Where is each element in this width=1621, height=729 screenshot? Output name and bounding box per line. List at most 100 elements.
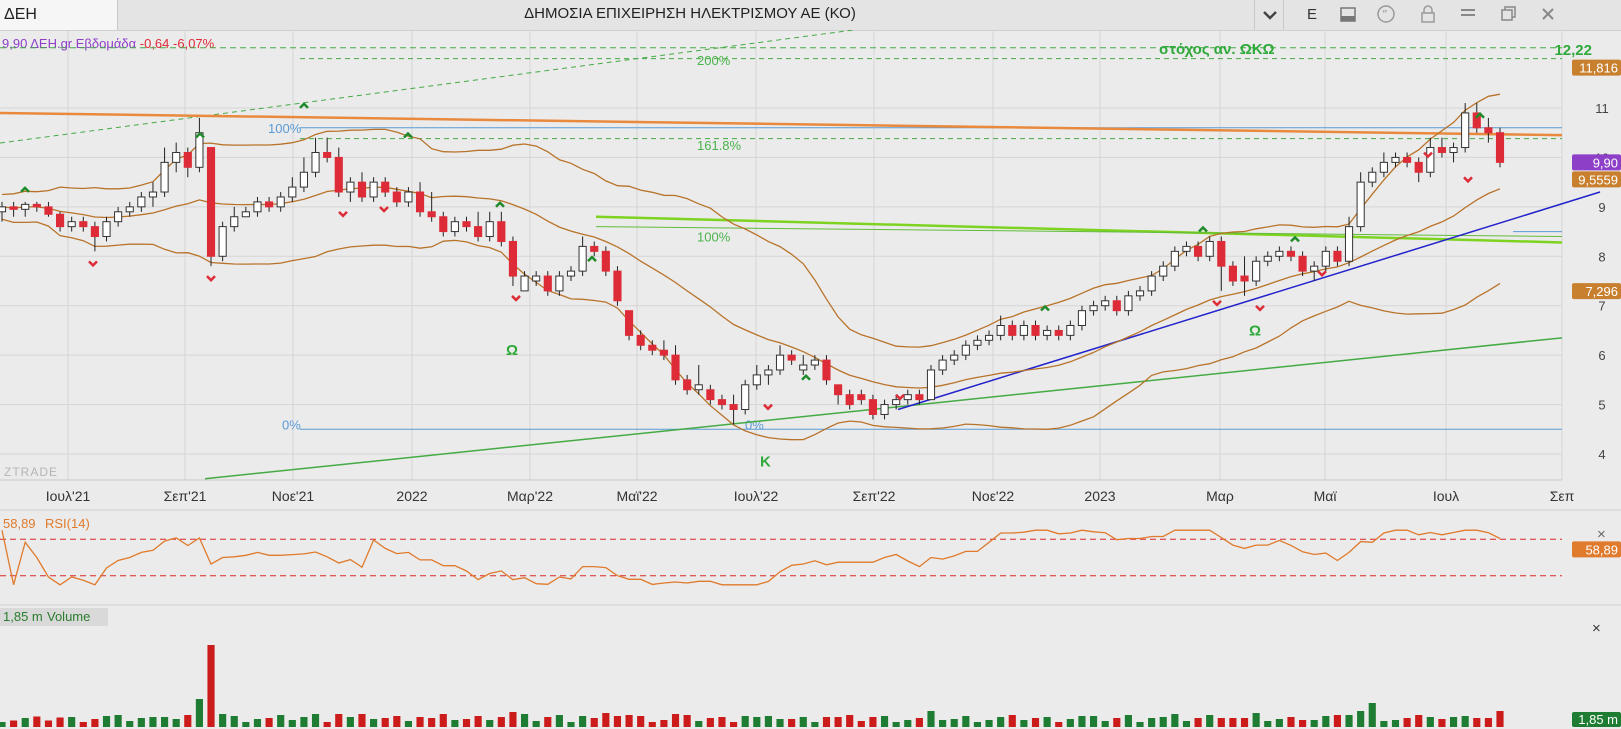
target-value: 12,22 [1554,42,1592,59]
volume-bar-up [1322,716,1330,727]
sell-signal-icon [763,403,773,411]
omega-label: Ω [506,342,518,359]
volume-bar-up [1101,721,1109,727]
candle-down [648,344,657,351]
candle-down [613,270,622,302]
e-button[interactable]: E [1306,6,1317,23]
price-chart[interactable]: 4567891011Ιουλ'21Σεπ'21Νοε'212022Μαρ'22Μ… [0,30,1621,729]
candle-down [1240,275,1249,282]
quote-icon[interactable]: ” [1373,0,1399,30]
menu-icon[interactable] [1455,0,1481,30]
volume-bar-down [683,715,691,727]
candle-down [206,147,216,257]
candle-down [265,201,274,208]
restore-icon[interactable] [1495,0,1521,30]
volume-bar-down [462,719,471,727]
volume-bar-down [857,721,865,727]
volume-bar-up [161,717,169,727]
buy-signal-icon [299,102,309,109]
sell-signal-icon [1317,270,1327,277]
chart-grid: 4567891011Ιουλ'21Σεπ'21Νοε'212022Μαρ'22Μ… [0,30,1609,504]
candle-up [21,203,30,210]
volume-bar-up [195,699,203,727]
candle-up [1391,156,1400,163]
volume-bar-up [1449,717,1458,727]
candle-down [787,354,796,361]
lock-icon[interactable] [1415,0,1441,30]
candle-down [706,389,715,401]
candle-up [532,275,541,282]
candle-up [218,226,227,257]
panel-icon[interactable] [1335,0,1361,30]
volume-bar-up [555,715,563,727]
volume-bar-up [741,716,749,727]
candle-down [1495,132,1505,163]
candle-up [137,196,146,208]
volume-bar-up [21,718,29,727]
candle-up [566,270,576,277]
candle-up [973,339,982,346]
x-tick-label: Νοε'22 [972,488,1015,504]
watermark: ZTRADE [4,465,58,479]
sell-signal-icon [1463,176,1473,184]
volume-bar-down [602,713,610,727]
candle-down [334,156,343,193]
candle-down [32,203,41,208]
volume-bar-up [1182,721,1191,727]
candle-down [1333,250,1342,262]
fib-label: 0% [282,417,301,432]
candle-up [799,364,808,371]
chart-overlays: 200% 161.8% 100% 0% 100% 0% [0,30,1601,480]
candle-down [427,211,436,218]
candle-up [114,211,123,223]
price-tag-text: 9,5559 [1578,172,1618,187]
candle-up [1089,305,1098,312]
candle-up [1101,300,1110,307]
candle-down [601,250,610,272]
symbol-input[interactable]: ΔΕΗ [0,0,118,30]
candle-up [67,221,76,228]
sell-signal-icon [338,211,348,218]
buy-signal-icon [20,186,30,193]
candle-down [90,226,99,238]
price-tag [1572,283,1621,300]
volume-bar-up [404,721,413,727]
volume-bar-down [1333,715,1341,727]
candle-down [857,394,866,401]
volume-bar-up [985,720,993,727]
volume-bar-down [706,718,714,727]
volume-bar-down [1473,718,1481,727]
candle-up [1461,112,1470,149]
candle-down [381,181,390,193]
candle-up [1159,265,1168,277]
close-icon[interactable] [1535,0,1561,30]
volume-bar-up [880,716,889,727]
candle-down [1008,324,1017,336]
candle-down [834,384,843,396]
candle-up [950,354,959,361]
fib-label: 100% [268,121,302,136]
volume-bar-up [68,717,76,727]
buy-signal-icon [1040,304,1050,312]
close-volume-icon[interactable]: × [1592,620,1601,637]
x-tick-label: Σεπ'21 [164,488,207,504]
volume-bar-up [1020,720,1028,727]
candle-up [1263,255,1272,262]
volume-bar-up [904,720,912,727]
volume-bar-down [788,719,796,727]
buy-signal-icon [495,200,505,208]
volume-bar-down [834,717,842,727]
candle-up [450,221,459,233]
candle-down [590,245,599,252]
candle-up [938,359,947,371]
volume-bar-down [335,714,343,727]
chevron-down-icon[interactable] [1257,0,1283,30]
volume-bar-up [1310,720,1318,727]
volume-bar-down [33,716,41,727]
close-rsi-icon[interactable]: × [1597,526,1606,543]
candle-up [160,161,169,193]
candle-down [1054,329,1063,336]
volume-bar-down [428,718,436,727]
candle-down [1112,300,1121,312]
volume-bar-up [997,717,1005,727]
